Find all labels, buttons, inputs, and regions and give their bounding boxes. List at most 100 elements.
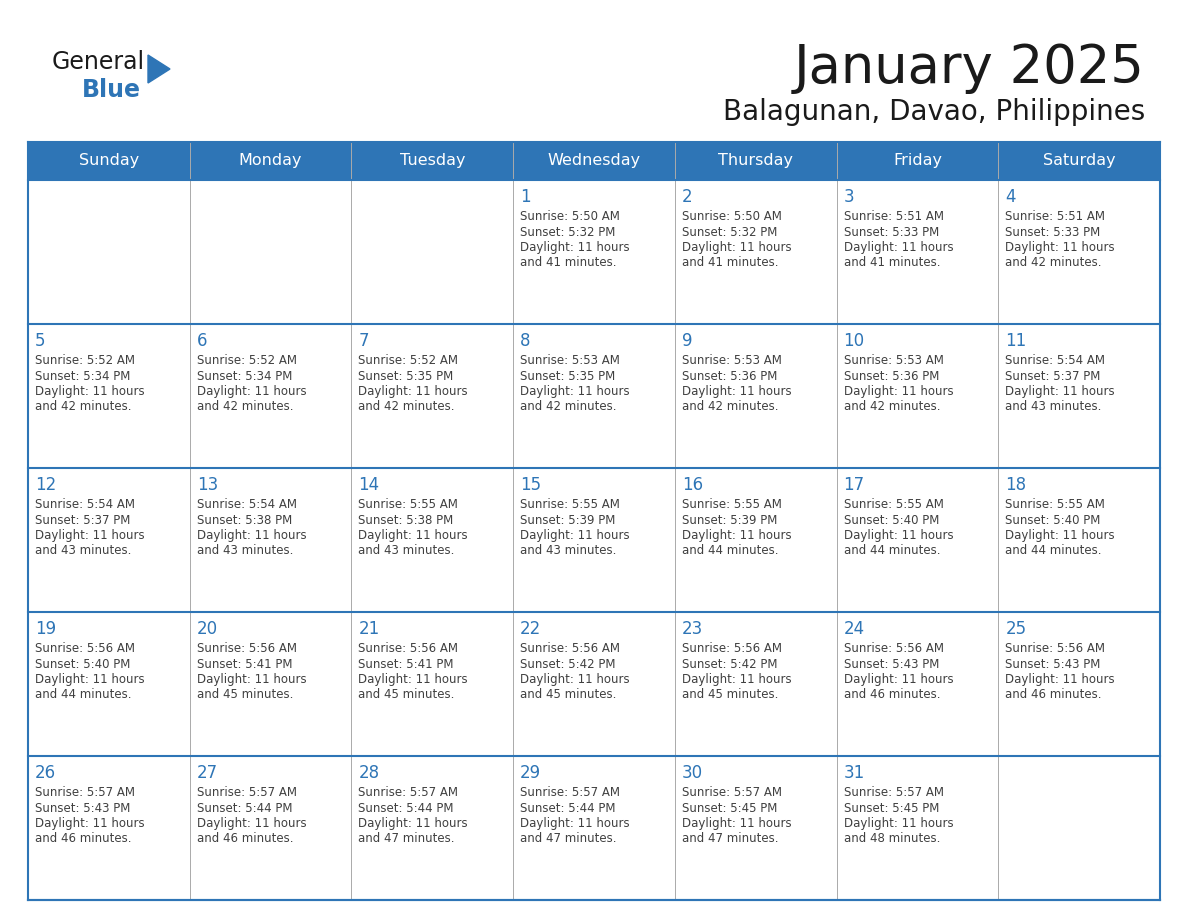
- Text: Thursday: Thursday: [719, 153, 794, 169]
- Text: 17: 17: [843, 476, 865, 494]
- Text: Monday: Monday: [239, 153, 302, 169]
- Text: Daylight: 11 hours: Daylight: 11 hours: [843, 241, 953, 254]
- Text: Sunrise: 5:51 AM: Sunrise: 5:51 AM: [843, 210, 943, 223]
- Text: and 46 minutes.: and 46 minutes.: [843, 688, 940, 701]
- Bar: [29, 180, 190, 324]
- Text: Sunset: 5:41 PM: Sunset: 5:41 PM: [359, 657, 454, 670]
- Text: 7: 7: [359, 332, 369, 350]
- Text: Daylight: 11 hours: Daylight: 11 hours: [682, 529, 791, 542]
- Bar: [513, 468, 675, 612]
- Text: Sunset: 5:38 PM: Sunset: 5:38 PM: [197, 513, 292, 527]
- Text: Daylight: 11 hours: Daylight: 11 hours: [520, 529, 630, 542]
- Text: Sunset: 5:34 PM: Sunset: 5:34 PM: [197, 370, 292, 383]
- Text: 18: 18: [1005, 476, 1026, 494]
- Text: Daylight: 11 hours: Daylight: 11 hours: [359, 529, 468, 542]
- Text: Sunset: 5:39 PM: Sunset: 5:39 PM: [682, 513, 777, 527]
- Bar: [836, 468, 998, 612]
- Text: Sunrise: 5:56 AM: Sunrise: 5:56 AM: [520, 642, 620, 655]
- Text: and 46 minutes.: and 46 minutes.: [1005, 688, 1101, 701]
- Text: 29: 29: [520, 764, 542, 782]
- Text: Sunrise: 5:51 AM: Sunrise: 5:51 AM: [1005, 210, 1105, 223]
- Text: Sunrise: 5:57 AM: Sunrise: 5:57 AM: [520, 786, 620, 799]
- Text: Saturday: Saturday: [1043, 153, 1116, 169]
- Text: Sunset: 5:40 PM: Sunset: 5:40 PM: [843, 513, 939, 527]
- Text: Sunset: 5:44 PM: Sunset: 5:44 PM: [359, 801, 454, 814]
- Text: Sunrise: 5:56 AM: Sunrise: 5:56 AM: [843, 642, 943, 655]
- Bar: [675, 180, 836, 324]
- Text: Sunset: 5:44 PM: Sunset: 5:44 PM: [197, 801, 292, 814]
- Text: Daylight: 11 hours: Daylight: 11 hours: [520, 241, 630, 254]
- Text: and 47 minutes.: and 47 minutes.: [682, 833, 778, 845]
- Text: 26: 26: [34, 764, 56, 782]
- Text: 20: 20: [197, 620, 217, 638]
- Text: 5: 5: [34, 332, 45, 350]
- Text: Sunrise: 5:52 AM: Sunrise: 5:52 AM: [34, 354, 135, 367]
- Bar: [836, 756, 998, 900]
- Text: 3: 3: [843, 188, 854, 206]
- Text: Daylight: 11 hours: Daylight: 11 hours: [359, 673, 468, 686]
- Bar: [836, 324, 998, 468]
- Text: and 47 minutes.: and 47 minutes.: [520, 833, 617, 845]
- Text: Sunset: 5:40 PM: Sunset: 5:40 PM: [1005, 513, 1100, 527]
- Text: Sunrise: 5:53 AM: Sunrise: 5:53 AM: [520, 354, 620, 367]
- Text: Sunrise: 5:55 AM: Sunrise: 5:55 AM: [520, 498, 620, 511]
- Text: and 43 minutes.: and 43 minutes.: [359, 544, 455, 557]
- Bar: [190, 612, 352, 756]
- Text: Sunrise: 5:53 AM: Sunrise: 5:53 AM: [682, 354, 782, 367]
- Text: Sunset: 5:35 PM: Sunset: 5:35 PM: [359, 370, 454, 383]
- Bar: [513, 180, 675, 324]
- Text: Daylight: 11 hours: Daylight: 11 hours: [197, 817, 307, 830]
- Text: and 45 minutes.: and 45 minutes.: [520, 688, 617, 701]
- Text: Friday: Friday: [893, 153, 942, 169]
- Text: and 47 minutes.: and 47 minutes.: [359, 833, 455, 845]
- Text: Sunrise: 5:57 AM: Sunrise: 5:57 AM: [843, 786, 943, 799]
- Text: Sunset: 5:44 PM: Sunset: 5:44 PM: [520, 801, 615, 814]
- Text: and 44 minutes.: and 44 minutes.: [682, 544, 778, 557]
- Text: Sunrise: 5:56 AM: Sunrise: 5:56 AM: [197, 642, 297, 655]
- Bar: [352, 468, 513, 612]
- Text: Sunset: 5:36 PM: Sunset: 5:36 PM: [843, 370, 939, 383]
- Bar: [190, 324, 352, 468]
- Text: Sunset: 5:37 PM: Sunset: 5:37 PM: [34, 513, 131, 527]
- Bar: [675, 612, 836, 756]
- Text: Sunrise: 5:56 AM: Sunrise: 5:56 AM: [682, 642, 782, 655]
- Text: 27: 27: [197, 764, 217, 782]
- Text: Daylight: 11 hours: Daylight: 11 hours: [520, 673, 630, 686]
- Text: Sunset: 5:45 PM: Sunset: 5:45 PM: [682, 801, 777, 814]
- Text: and 41 minutes.: and 41 minutes.: [843, 256, 940, 270]
- Text: Daylight: 11 hours: Daylight: 11 hours: [843, 529, 953, 542]
- Bar: [675, 468, 836, 612]
- Text: Daylight: 11 hours: Daylight: 11 hours: [682, 673, 791, 686]
- Text: Sunrise: 5:54 AM: Sunrise: 5:54 AM: [34, 498, 135, 511]
- Text: Daylight: 11 hours: Daylight: 11 hours: [520, 817, 630, 830]
- Bar: [513, 612, 675, 756]
- Bar: [513, 756, 675, 900]
- Text: Sunrise: 5:56 AM: Sunrise: 5:56 AM: [34, 642, 135, 655]
- Text: 16: 16: [682, 476, 703, 494]
- Text: Sunset: 5:42 PM: Sunset: 5:42 PM: [520, 657, 615, 670]
- Text: 2: 2: [682, 188, 693, 206]
- Text: Daylight: 11 hours: Daylight: 11 hours: [197, 385, 307, 398]
- Text: 15: 15: [520, 476, 542, 494]
- Text: Daylight: 11 hours: Daylight: 11 hours: [359, 817, 468, 830]
- Text: 31: 31: [843, 764, 865, 782]
- Text: and 48 minutes.: and 48 minutes.: [843, 833, 940, 845]
- Text: Daylight: 11 hours: Daylight: 11 hours: [843, 817, 953, 830]
- Text: Blue: Blue: [82, 78, 141, 102]
- Text: Balagunan, Davao, Philippines: Balagunan, Davao, Philippines: [722, 98, 1145, 126]
- Text: Sunset: 5:32 PM: Sunset: 5:32 PM: [682, 226, 777, 239]
- Bar: [352, 324, 513, 468]
- Text: Daylight: 11 hours: Daylight: 11 hours: [34, 385, 145, 398]
- Bar: [352, 180, 513, 324]
- Bar: [836, 612, 998, 756]
- Text: Sunset: 5:34 PM: Sunset: 5:34 PM: [34, 370, 131, 383]
- Text: Tuesday: Tuesday: [399, 153, 465, 169]
- Bar: [998, 180, 1159, 324]
- Text: Sunrise: 5:57 AM: Sunrise: 5:57 AM: [682, 786, 782, 799]
- Text: Daylight: 11 hours: Daylight: 11 hours: [1005, 241, 1114, 254]
- Text: Sunrise: 5:56 AM: Sunrise: 5:56 AM: [1005, 642, 1105, 655]
- Text: Sunrise: 5:54 AM: Sunrise: 5:54 AM: [1005, 354, 1105, 367]
- Text: and 44 minutes.: and 44 minutes.: [1005, 544, 1101, 557]
- Text: Sunrise: 5:57 AM: Sunrise: 5:57 AM: [359, 786, 459, 799]
- Text: Sunset: 5:43 PM: Sunset: 5:43 PM: [843, 657, 939, 670]
